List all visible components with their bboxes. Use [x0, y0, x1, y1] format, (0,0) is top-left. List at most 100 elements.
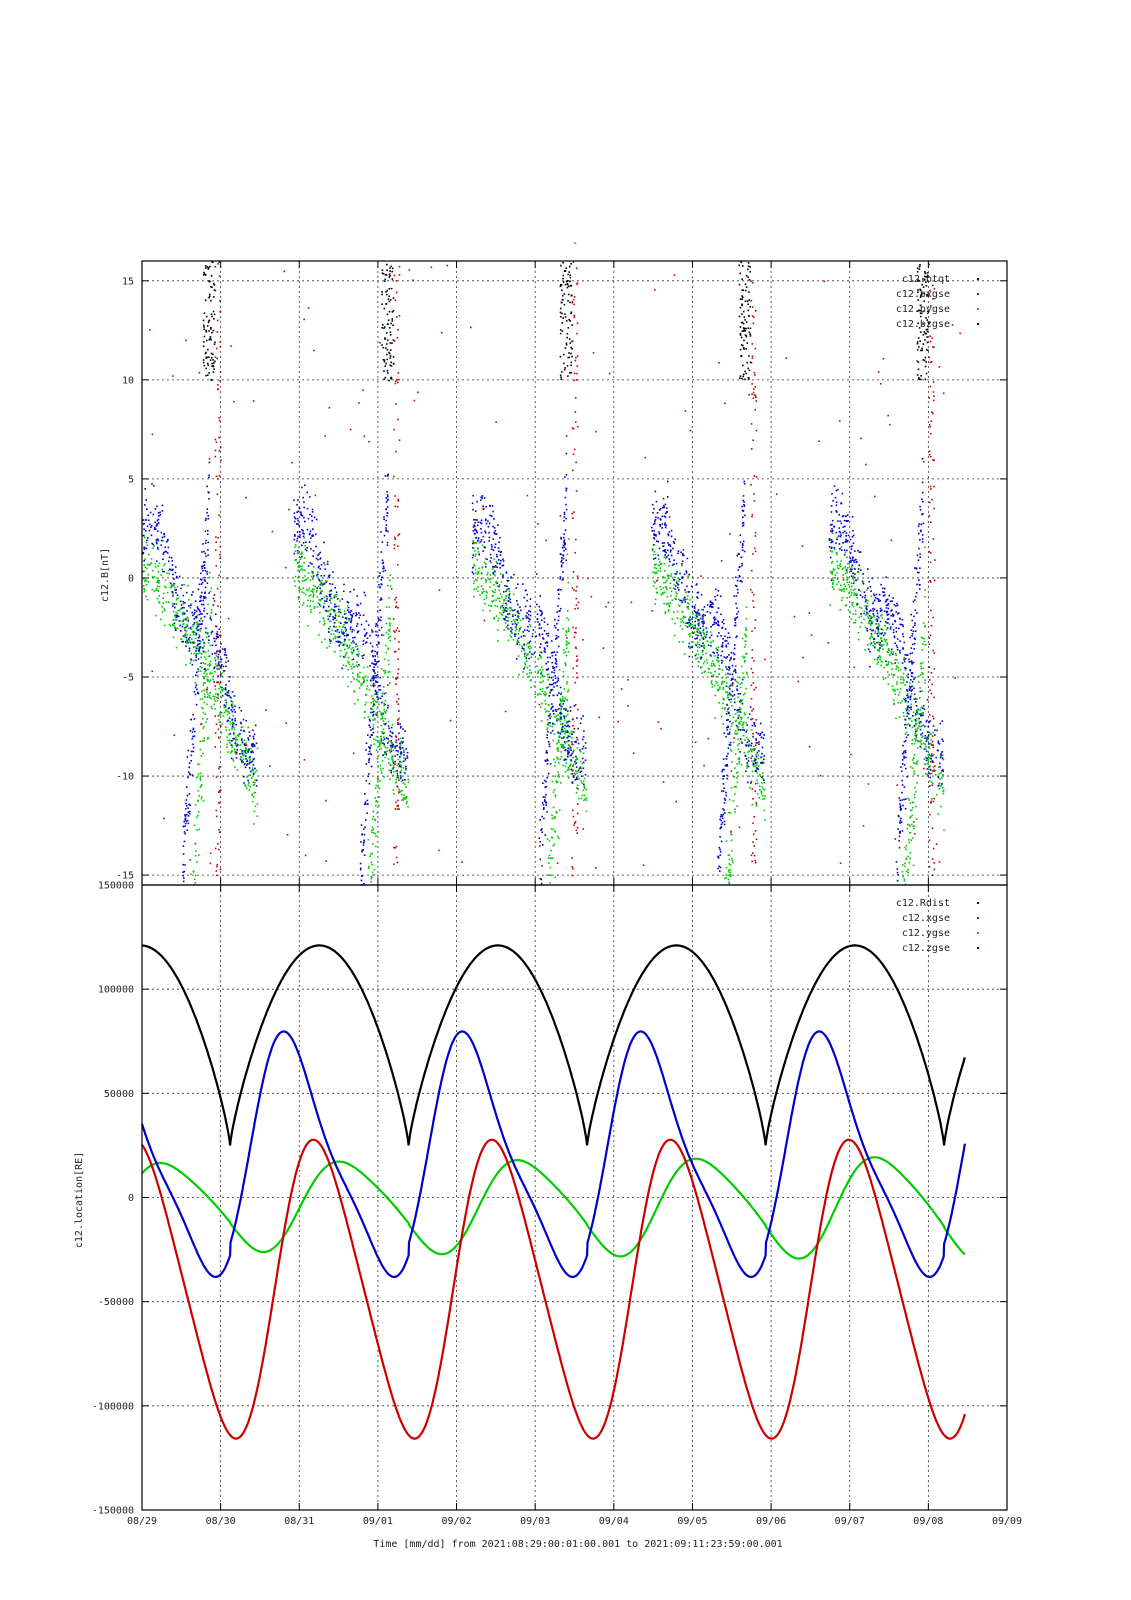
bzgse-point [670, 554, 673, 557]
bzgse-point [700, 617, 702, 620]
bzgse-point [566, 725, 568, 728]
bygse-point [567, 731, 570, 734]
bygse-point [695, 658, 697, 660]
bygse-point [251, 800, 254, 803]
bzgse-point [145, 529, 147, 532]
bzgse-point [511, 628, 513, 631]
bygse-point [172, 624, 175, 627]
bxgse-point [209, 862, 212, 865]
bygse-point [493, 599, 495, 602]
bygse-point [344, 654, 347, 656]
bzgse-point [684, 596, 686, 599]
btqt-point [568, 318, 570, 321]
bzgse-point [381, 559, 384, 562]
bzgse-point [378, 688, 380, 691]
bygse-point [533, 685, 536, 687]
bygse-point [751, 750, 753, 753]
bygse-point [229, 723, 232, 725]
bygse-point [681, 611, 683, 613]
bzgse-point [696, 597, 699, 599]
bzgse-point [554, 677, 557, 680]
bzgse-point [688, 573, 690, 576]
bzgse-point [658, 531, 660, 533]
bygse-point [202, 684, 204, 686]
bygse-point [472, 539, 474, 542]
bzgse-point [563, 513, 566, 515]
bygse-point [387, 659, 390, 662]
bzgse-point [504, 609, 506, 612]
bzgse-point [208, 639, 210, 641]
bzgse-point [194, 730, 196, 733]
bzgse-point [199, 643, 201, 645]
bygse-point [552, 828, 555, 831]
bygse-point [335, 626, 337, 628]
bzgse-point [253, 744, 256, 746]
bygse-point [738, 760, 740, 763]
bygse-point [375, 799, 378, 802]
bxgse-point [473, 542, 475, 544]
bzgse-point [709, 604, 712, 606]
bzgse-point [571, 782, 574, 784]
bygse-point [152, 569, 154, 572]
bygse-point [475, 587, 477, 590]
bygse-point [160, 574, 162, 576]
bygse-point [309, 594, 312, 596]
bygse-point [372, 719, 374, 721]
bzgse-point [505, 602, 507, 605]
bzgse-point [205, 539, 207, 542]
bygse-point [215, 655, 218, 657]
bzgse-point [666, 556, 668, 558]
bzgse-point [741, 702, 744, 705]
bzgse-point [556, 685, 558, 687]
bygse-point [202, 800, 205, 802]
bygse-point [227, 751, 229, 753]
bzgse-point [352, 658, 355, 660]
bzgse-point [339, 635, 341, 638]
bxgse-point [291, 461, 293, 464]
bygse-point [379, 745, 381, 747]
bzgse-point [346, 634, 349, 637]
bygse-point [210, 633, 213, 635]
bzgse-point [506, 585, 508, 587]
bzgse-point [156, 546, 159, 549]
bzgse-point [669, 560, 671, 563]
btqt-point [390, 365, 393, 367]
bygse-point [350, 680, 352, 683]
bzgse-point [569, 747, 572, 749]
bzgse-point [734, 624, 736, 627]
bygse-point [201, 690, 203, 693]
bzgse-point [761, 731, 763, 734]
bzgse-point [549, 722, 551, 724]
bzgse-point [398, 710, 400, 712]
bygse-point [709, 631, 712, 633]
bygse-point [560, 718, 563, 720]
bzgse-point [712, 603, 714, 605]
bygse-point [540, 657, 542, 659]
bygse-point [477, 586, 479, 588]
bzgse-point [158, 515, 160, 517]
bzgse-point [190, 754, 193, 757]
bzgse-point [386, 475, 389, 477]
bzgse-point [584, 773, 587, 776]
bygse-point [393, 745, 396, 748]
bzgse-point [507, 613, 509, 615]
bzgse-point [569, 706, 572, 708]
bygse-point [298, 546, 300, 549]
btqt-point [381, 293, 383, 296]
bzgse-point [683, 554, 685, 557]
bzgse-point [211, 644, 214, 647]
bxgse-point [217, 728, 220, 731]
bygse-point [475, 572, 477, 574]
bxgse-point [582, 828, 585, 830]
bzgse-point [301, 486, 303, 489]
bzgse-point [307, 565, 310, 567]
bzgse-point [317, 554, 319, 557]
bzgse-point [750, 742, 753, 745]
bzgse-point [705, 633, 708, 636]
bzgse-point [378, 629, 381, 631]
bzgse-point [378, 584, 380, 586]
bzgse-point [148, 523, 151, 526]
bzgse-point [383, 518, 385, 520]
btqt-point [563, 368, 566, 371]
bzgse-point [524, 605, 527, 608]
